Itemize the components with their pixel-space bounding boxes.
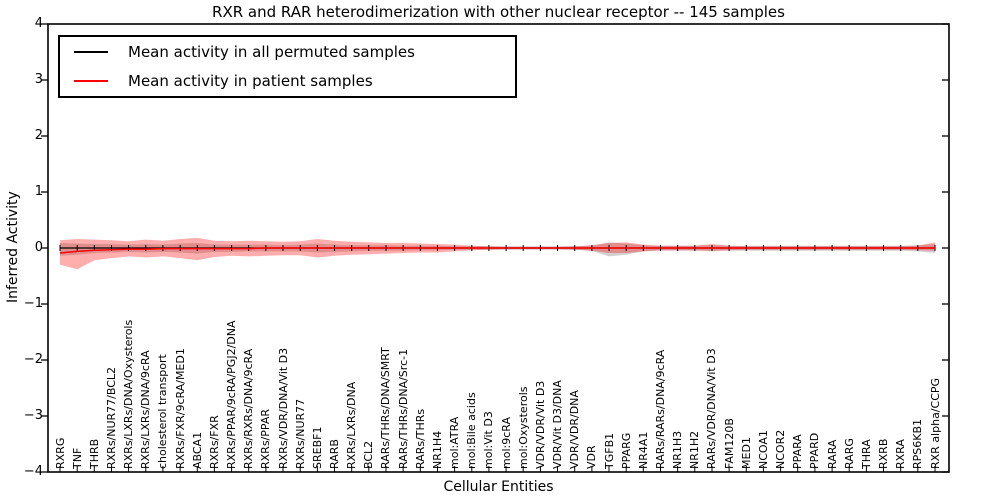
y-tick-label: −2 xyxy=(23,352,43,367)
y-tick-label: 0 xyxy=(34,240,43,255)
y-tick-label: 2 xyxy=(34,128,43,143)
x-tick-label: mol:Vit D3 xyxy=(482,411,496,469)
x-axis-label: Cellular Entities xyxy=(443,479,554,495)
x-tick-label: mol:9cRA xyxy=(499,417,513,469)
patient-band xyxy=(60,237,935,270)
x-tick-label: RARs/THRs xyxy=(413,408,427,469)
legend: Mean activity in all permuted samples Me… xyxy=(58,35,517,98)
patient-mean-line xyxy=(59,247,935,254)
permuted-band xyxy=(60,242,935,257)
patient-line-swatch xyxy=(74,80,108,83)
x-tick-label: RXRs/NUR77/BCL2 xyxy=(104,366,118,469)
x-tick-label: RXR alpha/CCPG xyxy=(928,377,942,469)
x-tick-label: VDR/Vit D3/DNA xyxy=(551,380,565,469)
axes-spines xyxy=(47,23,950,473)
x-tick-label: mol:ATRA xyxy=(448,416,462,469)
x-tick-label: TNF xyxy=(70,447,84,469)
x-tick-label: RXRs/FXR xyxy=(207,415,221,469)
x-tick-label: RPS6KB1 xyxy=(911,418,925,469)
x-tick-label: FAM120B xyxy=(722,418,736,469)
legend-label-patient: Mean activity in patient samples xyxy=(128,72,373,91)
x-tick-label: RXRs/LXRs/DNA/Oxysterols xyxy=(122,319,136,469)
x-tick-label: RARA xyxy=(825,439,839,469)
x-tick-label: RXRs/FXR/9cRA/MED1 xyxy=(173,348,187,469)
y-tick-label: 1 xyxy=(34,184,43,199)
x-tick-label: RXRs/NUR77 xyxy=(293,398,307,469)
x-tick-label: RXRA xyxy=(894,439,908,469)
legend-item-permuted: Mean activity in all permuted samples xyxy=(60,43,515,61)
x-tick-label: BCL2 xyxy=(362,440,376,469)
x-tick-label: MED1 xyxy=(739,437,753,469)
x-tick-label: PPARA xyxy=(791,434,805,469)
x-tick-label: ABCA1 xyxy=(190,431,204,469)
x-tick-label: RXRs/PPAR xyxy=(259,409,273,469)
x-tick-label: RARs/VDR/DNA/Vit D3 xyxy=(705,348,719,469)
x-tick-label: SREBF1 xyxy=(310,426,324,469)
x-tick-label: RXRs/LXRs/DNA xyxy=(345,381,359,469)
x-tick-label: RXRG xyxy=(53,437,67,469)
x-tick-label: NCOA1 xyxy=(756,430,770,469)
x-tick-label: RXRs/VDR/DNA/Vit D3 xyxy=(276,347,290,469)
y-tick-label: 3 xyxy=(34,72,43,87)
x-tick-label: RARs/THRs/DNA/SMRT xyxy=(379,347,393,469)
x-tick-label: VDR xyxy=(585,445,599,469)
y-tick-label: −1 xyxy=(23,296,43,311)
x-tick-label: NR1H4 xyxy=(430,430,444,469)
x-tick-label: VDR/VDR/DNA xyxy=(568,390,582,469)
x-tick-label: RARs/RARs/DNA/9cRA xyxy=(653,349,667,469)
x-tick-label: RARB xyxy=(328,439,341,469)
x-tick-label: RXRB xyxy=(877,438,891,469)
x-tick-label: VDR/VDR/Vit D3 xyxy=(533,380,547,469)
x-tick-label: NR4A1 xyxy=(636,431,650,469)
x-tick-label: RXRs/LXRs/DNA/9cRA xyxy=(139,350,153,469)
permuted-line-swatch xyxy=(74,50,108,53)
x-tick-label: PPARD xyxy=(808,432,822,469)
x-tick-label: NR1H3 xyxy=(671,430,685,469)
y-tick-label: −3 xyxy=(23,408,43,423)
x-tick-label: NCOR2 xyxy=(774,429,788,469)
x-tick-label: NR1H2 xyxy=(688,430,702,469)
x-tick-label: THRB xyxy=(87,438,101,469)
y-tick-label: −4 xyxy=(23,464,43,479)
x-tick-label: cholesterol transport xyxy=(156,354,170,469)
y-tick-label: 4 xyxy=(34,16,43,31)
chart-title: RXR and RAR heterodimerization with othe… xyxy=(212,3,785,21)
legend-label-permuted: Mean activity in all permuted samples xyxy=(128,42,415,61)
x-tick-label: RXRs/RXRs/DNA/9cRA xyxy=(242,348,256,469)
x-tick-label: RARG xyxy=(842,438,856,469)
x-tick-label: TGFB1 xyxy=(602,432,616,469)
legend-item-patient: Mean activity in patient samples xyxy=(60,72,515,90)
x-tick-label: RARs/THRs/DNA/Src-1 xyxy=(396,348,410,469)
x-tick-label: PPARG xyxy=(619,432,633,469)
x-tick-label: mol:Oxysterols xyxy=(516,386,530,470)
x-tick-label: THRA xyxy=(859,439,873,469)
x-tick-label: RXRs/PPAR/9cRA/PGJ2/DNA xyxy=(225,320,239,470)
x-tick-label: mol:Bile acids xyxy=(465,392,479,469)
